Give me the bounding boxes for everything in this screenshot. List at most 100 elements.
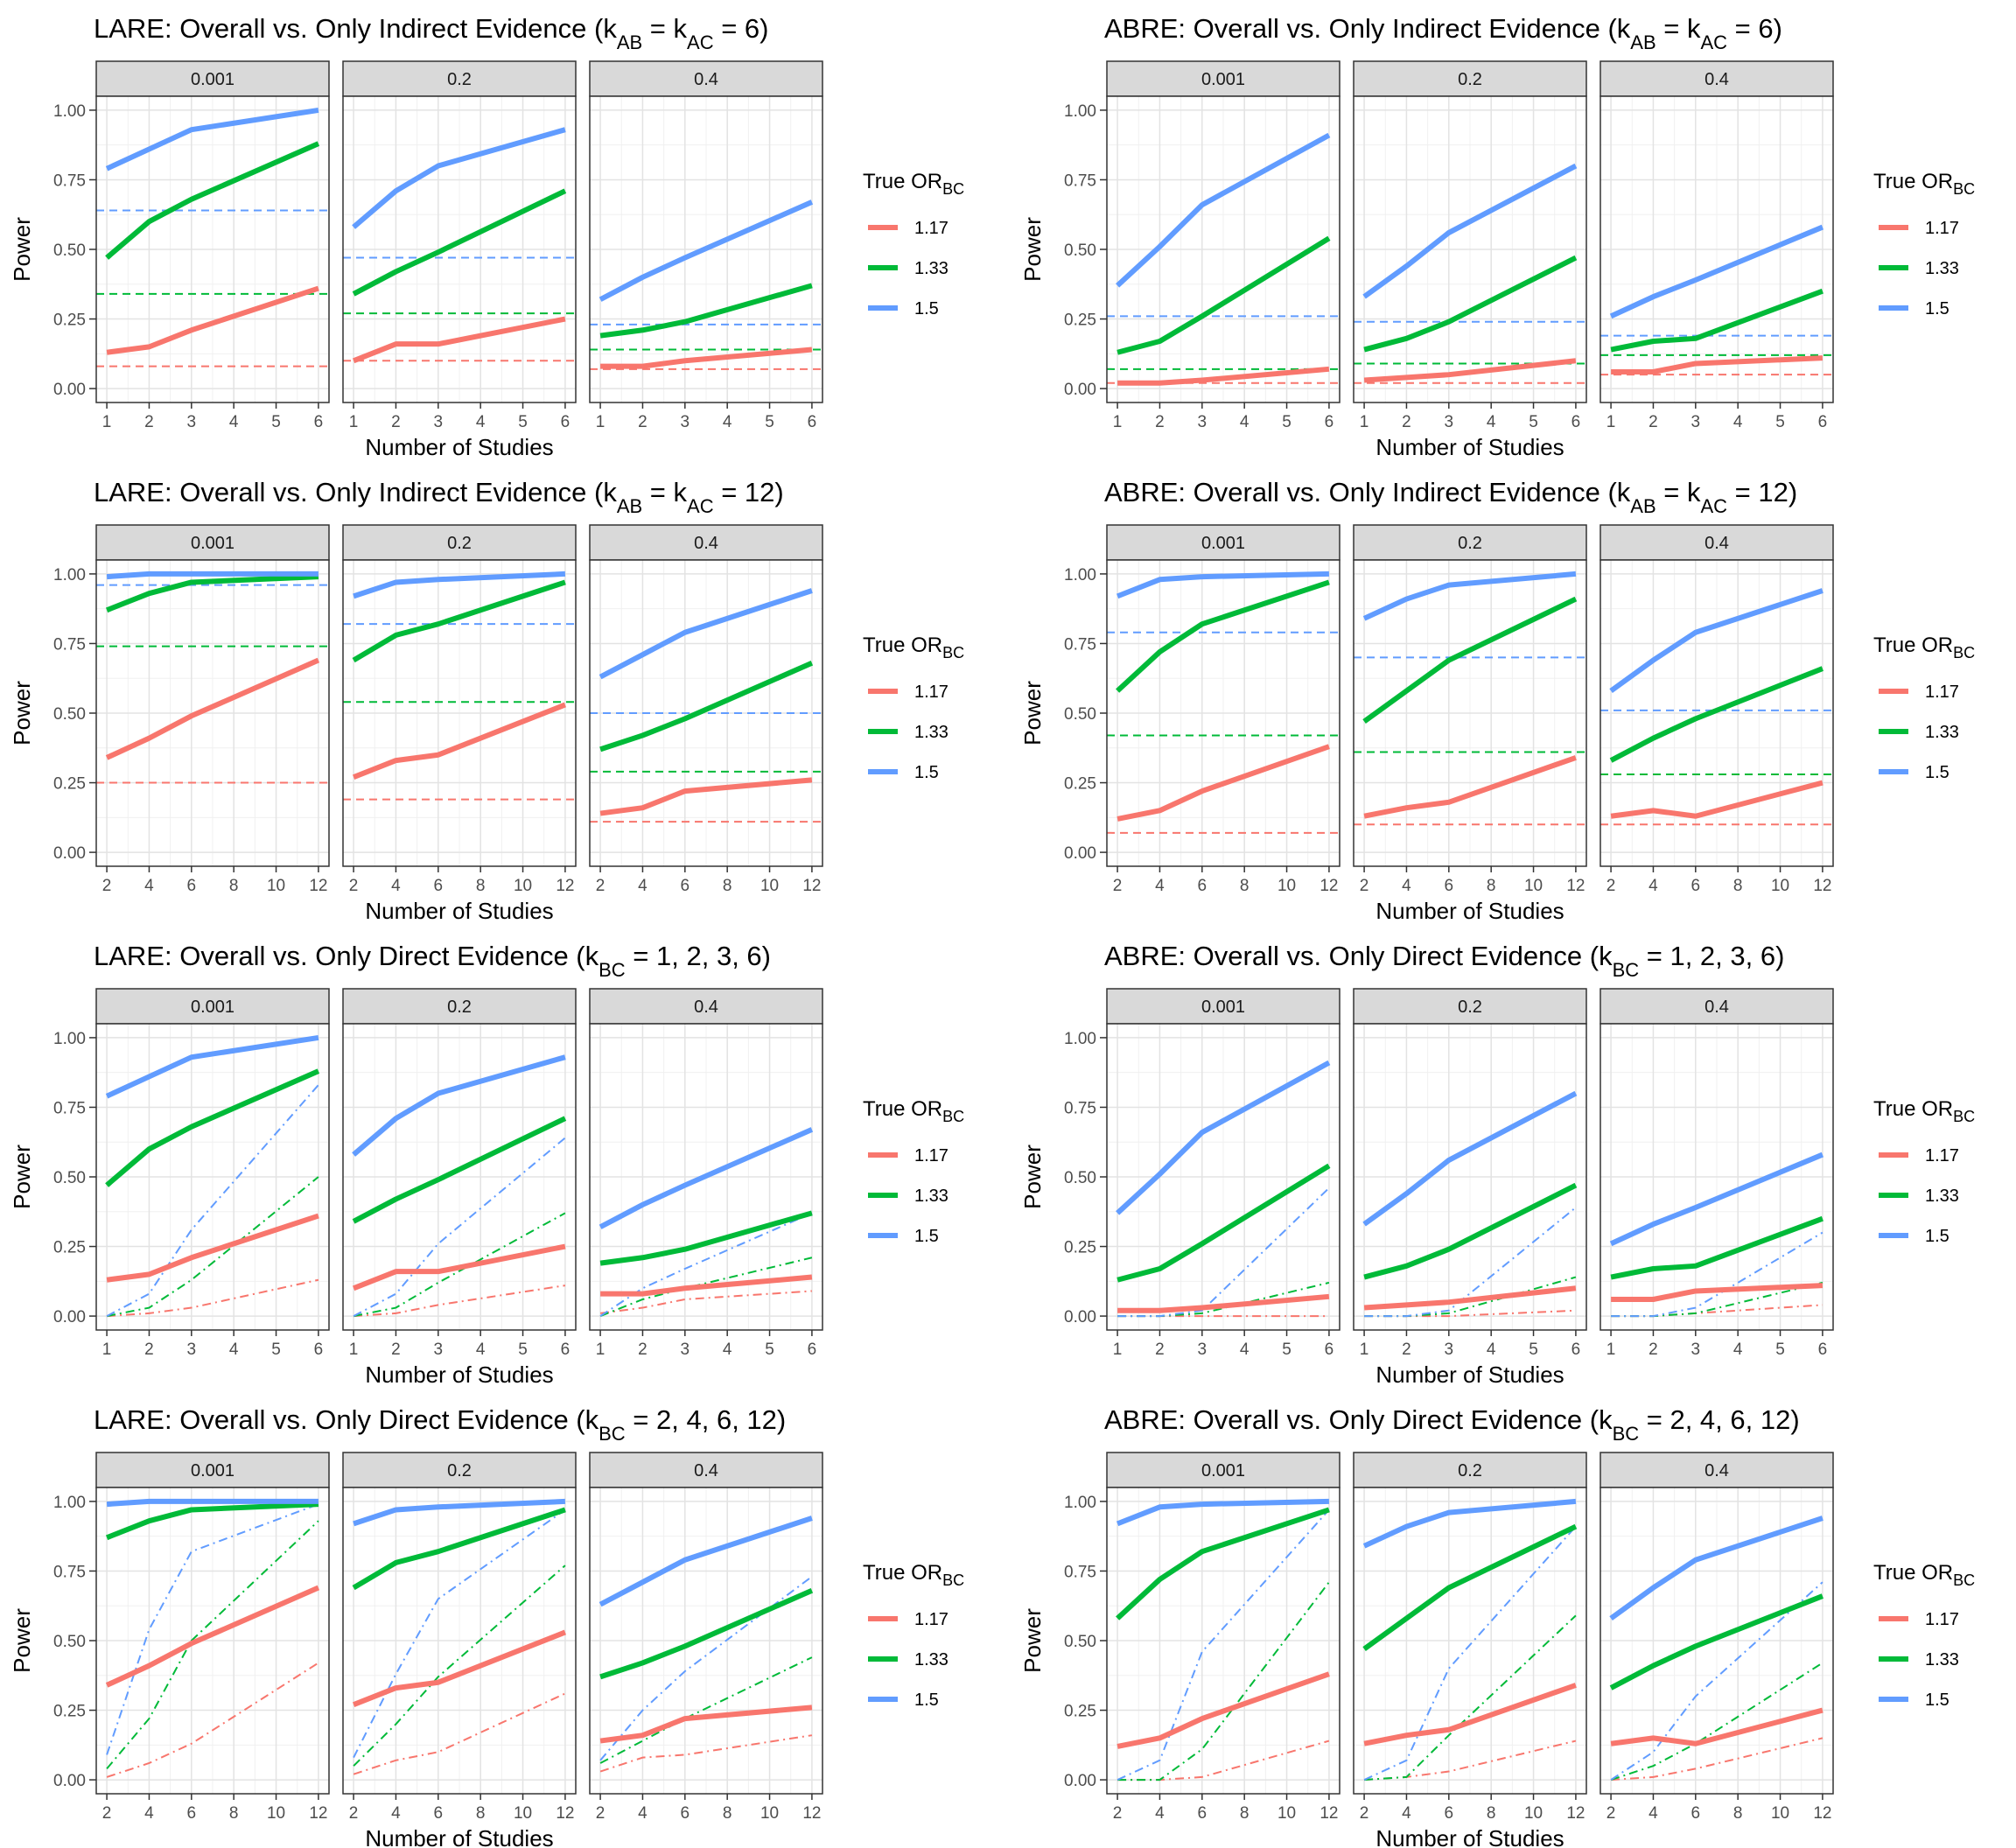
x-tick-label: 2 bbox=[638, 1340, 648, 1359]
direct-evidence-line-1.5 bbox=[106, 1503, 319, 1755]
series-line-1.5 bbox=[598, 588, 813, 680]
x-tick-label: 5 bbox=[518, 413, 528, 431]
series-line-1.17 bbox=[600, 1274, 813, 1297]
y-tick-label: 0.25 bbox=[1064, 775, 1096, 794]
x-tick-label: 1 bbox=[1113, 413, 1123, 431]
chart-title: ABRE: Overall vs. Only Direct Evidence (… bbox=[1104, 941, 1784, 981]
x-tick-label: 4 bbox=[1487, 1340, 1496, 1359]
facet-panel-0.2: 0.2 2 4 6 8 10 12 bbox=[1353, 1452, 1587, 1823]
chart-lare-indirect-6: LARE: Overall vs. Only Indirect Evidence… bbox=[9, 13, 964, 460]
panel-border bbox=[1353, 559, 1587, 867]
x-tick-label: 4 bbox=[723, 1340, 732, 1359]
y-tick-label: 0.25 bbox=[1064, 312, 1096, 330]
y-tick-label: 0.75 bbox=[53, 1099, 86, 1117]
series-line-1.33 bbox=[1610, 1215, 1824, 1280]
x-tick-label: 1 bbox=[596, 413, 606, 431]
legend-label: 1.17 bbox=[914, 1146, 948, 1166]
x-tick-label: 6 bbox=[561, 413, 570, 431]
legend: True ORBC 1.17 1.33 1.5 bbox=[1873, 1561, 1975, 1710]
series-line-1.17 bbox=[106, 1213, 319, 1283]
x-tick-label: 10 bbox=[514, 877, 532, 895]
y-tick-label: 0.00 bbox=[1064, 1772, 1096, 1790]
panel-border bbox=[1106, 1023, 1340, 1331]
facet-panel-0.2: 0.2 1 2 3 4 5 6 bbox=[342, 60, 577, 431]
direct-evidence-line-1.5 bbox=[1611, 1231, 1824, 1318]
facet-panel-0.001: 0.001 2 4 6 8 10 12 bbox=[95, 1452, 330, 1823]
direct-evidence-line-1.33 bbox=[353, 1212, 566, 1318]
legend-label: 1.17 bbox=[1925, 682, 1959, 702]
legend-label: 1.5 bbox=[1925, 1227, 1950, 1246]
facet-strip-label: 0.001 bbox=[1201, 1461, 1245, 1480]
y-tick-label: 1.00 bbox=[53, 566, 86, 584]
x-tick-label: 1 bbox=[1360, 413, 1369, 431]
legend-title: True ORBC bbox=[863, 634, 964, 662]
x-tick-label: 1 bbox=[102, 1340, 112, 1359]
series-line-1.5 bbox=[353, 570, 566, 599]
x-tick-label: 3 bbox=[434, 1340, 444, 1359]
chart-abre-direct-6: ABRE: Overall vs. Only Direct Evidence (… bbox=[1019, 941, 1975, 1388]
series-line-1.5 bbox=[1116, 570, 1329, 599]
x-tick-label: 6 bbox=[1818, 1340, 1828, 1359]
x-tick-label: 6 bbox=[434, 1804, 444, 1823]
y-tick-label: 0.00 bbox=[53, 1772, 86, 1790]
x-tick-label: 1 bbox=[1606, 413, 1616, 431]
panel-border bbox=[1600, 95, 1834, 403]
legend-label: 1.33 bbox=[1925, 1650, 1959, 1670]
legend-label: 1.33 bbox=[914, 1186, 948, 1206]
x-tick-label: 4 bbox=[1487, 413, 1496, 431]
x-tick-label: 5 bbox=[1529, 1340, 1538, 1359]
direct-evidence-line-1.5 bbox=[106, 1084, 319, 1317]
x-tick-label: 8 bbox=[1733, 877, 1743, 895]
direct-evidence-line-1.17 bbox=[353, 1692, 566, 1775]
legend-title: True ORBC bbox=[1873, 170, 1975, 198]
x-tick-label: 10 bbox=[760, 877, 779, 895]
y-tick-label: 1.00 bbox=[1064, 1494, 1096, 1512]
x-tick-label: 1 bbox=[1113, 1340, 1123, 1359]
series-line-1.17 bbox=[1363, 755, 1577, 819]
x-tick-label: 6 bbox=[681, 877, 690, 895]
facet-strip-label: 0.4 bbox=[1704, 1461, 1729, 1480]
x-tick-label: 10 bbox=[1524, 1804, 1543, 1823]
direct-evidence-line-1.17 bbox=[599, 1734, 813, 1773]
x-tick-label: 4 bbox=[391, 1804, 401, 1823]
x-tick-label: 6 bbox=[1691, 1804, 1701, 1823]
panel-border bbox=[589, 559, 823, 867]
x-tick-label: 4 bbox=[476, 413, 486, 431]
legend-title: True ORBC bbox=[1873, 1097, 1975, 1125]
panel-border bbox=[342, 1023, 577, 1331]
x-tick-label: 12 bbox=[1320, 1804, 1338, 1823]
facet-strip bbox=[342, 988, 577, 1025]
x-tick-label: 2 bbox=[1155, 413, 1165, 431]
x-axis-title: Number of Studies bbox=[365, 434, 553, 460]
series-line-1.33 bbox=[1116, 235, 1331, 355]
facet-strip-label: 0.001 bbox=[191, 70, 234, 89]
x-tick-label: 6 bbox=[187, 1804, 197, 1823]
x-axis-title: Number of Studies bbox=[365, 898, 553, 924]
x-tick-label: 4 bbox=[229, 1340, 239, 1359]
series-line-1.33 bbox=[352, 188, 567, 297]
chart-title: LARE: Overall vs. Only Indirect Evidence… bbox=[94, 13, 769, 53]
series-line-1.17 bbox=[1117, 366, 1330, 386]
panel-border bbox=[1353, 1487, 1587, 1795]
x-tick-label: 4 bbox=[1155, 877, 1165, 895]
direct-evidence-line-1.5 bbox=[353, 1508, 566, 1759]
direct-evidence-line-1.33 bbox=[1117, 1581, 1330, 1782]
series-line-1.33 bbox=[1116, 579, 1330, 693]
series-line-1.33 bbox=[599, 283, 813, 339]
y-tick-label: 0.00 bbox=[53, 1308, 86, 1326]
facet-strip-label: 0.001 bbox=[191, 534, 234, 553]
y-tick-label: 0.75 bbox=[1064, 1099, 1096, 1117]
panel-border bbox=[95, 95, 330, 403]
panel-border bbox=[589, 1023, 823, 1331]
series-line-1.17 bbox=[105, 1585, 320, 1688]
x-tick-label: 8 bbox=[1240, 877, 1250, 895]
series-line-1.17 bbox=[599, 1704, 813, 1744]
legend: True ORBC 1.17 1.33 1.5 bbox=[863, 170, 964, 318]
x-tick-label: 6 bbox=[1325, 1340, 1334, 1359]
y-axis-title: Power bbox=[9, 1144, 35, 1209]
series-line-1.5 bbox=[1609, 1516, 1824, 1620]
legend-title: True ORBC bbox=[863, 170, 964, 198]
y-axis-title: Power bbox=[9, 1608, 35, 1673]
series-line-1.33 bbox=[1362, 1523, 1578, 1651]
legend-title: True ORBC bbox=[1873, 634, 1975, 662]
